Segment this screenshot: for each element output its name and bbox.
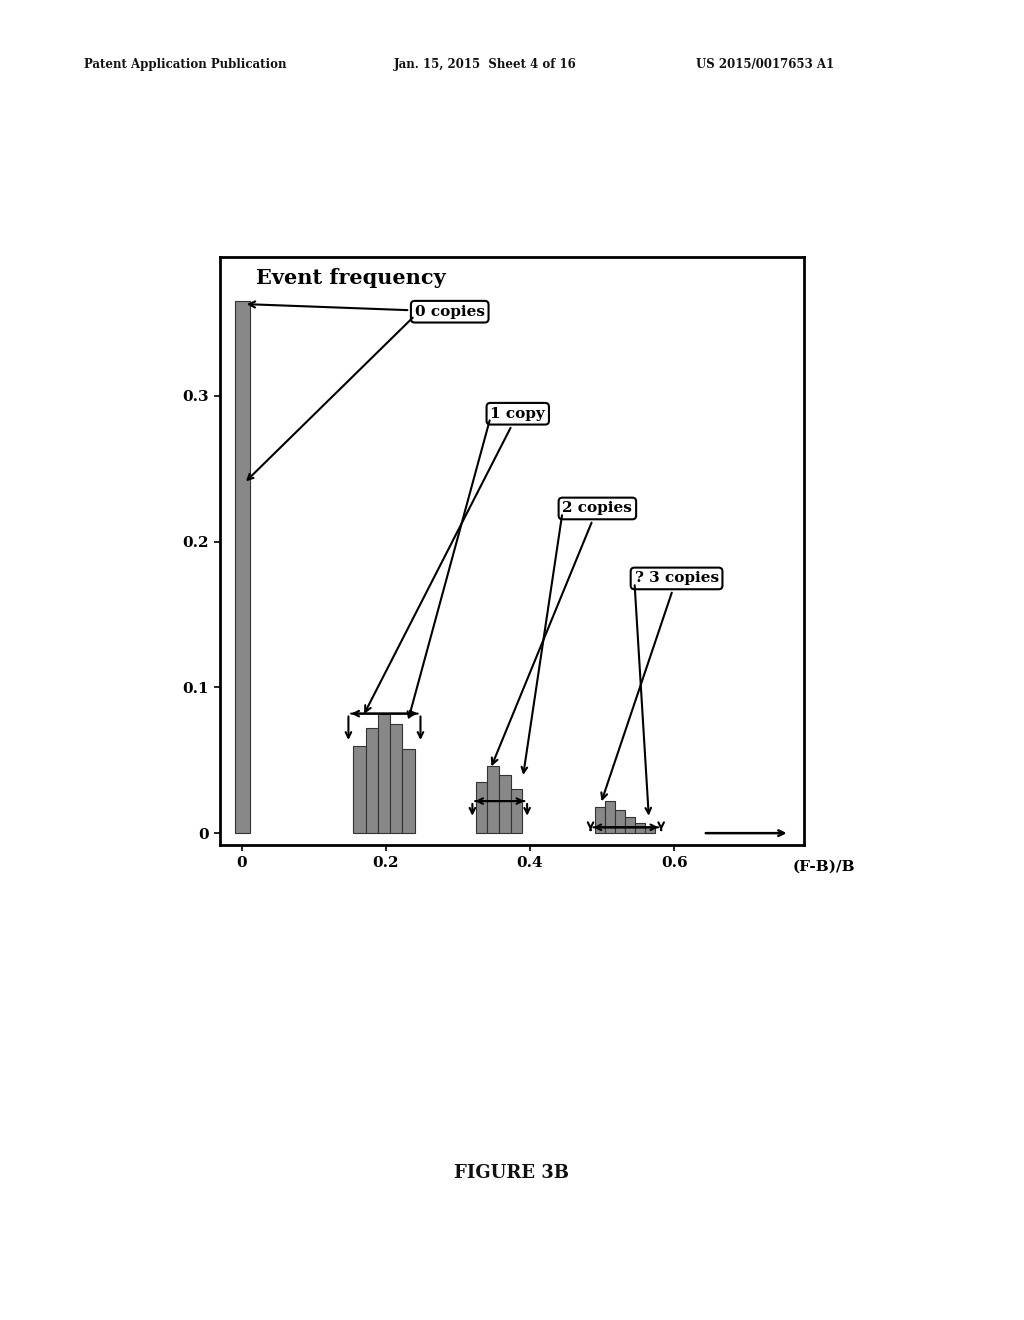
Bar xyxy=(353,746,366,833)
Bar xyxy=(476,783,487,833)
Text: ? 3 copies: ? 3 copies xyxy=(601,572,719,799)
Bar xyxy=(366,729,378,833)
Bar xyxy=(378,714,390,833)
Bar xyxy=(511,789,522,833)
Text: FIGURE 3B: FIGURE 3B xyxy=(455,1164,569,1183)
Bar xyxy=(595,807,605,833)
Text: 1 copy: 1 copy xyxy=(366,407,545,711)
Text: Patent Application Publication: Patent Application Publication xyxy=(84,58,287,71)
Bar xyxy=(645,828,655,833)
Bar xyxy=(390,723,402,833)
Bar xyxy=(605,801,615,833)
Bar xyxy=(234,301,251,833)
Text: Event frequency: Event frequency xyxy=(256,268,445,288)
Text: 0 copies: 0 copies xyxy=(249,301,484,318)
Bar xyxy=(625,817,635,833)
Text: US 2015/0017653 A1: US 2015/0017653 A1 xyxy=(696,58,835,71)
Text: Jan. 15, 2015  Sheet 4 of 16: Jan. 15, 2015 Sheet 4 of 16 xyxy=(394,58,577,71)
Bar xyxy=(487,766,499,833)
Bar xyxy=(635,822,645,833)
Bar xyxy=(402,748,415,833)
Bar xyxy=(615,809,625,833)
Bar xyxy=(499,775,511,833)
Text: (F-B)/B: (F-B)/B xyxy=(793,859,856,874)
Text: 2 copies: 2 copies xyxy=(492,502,632,764)
